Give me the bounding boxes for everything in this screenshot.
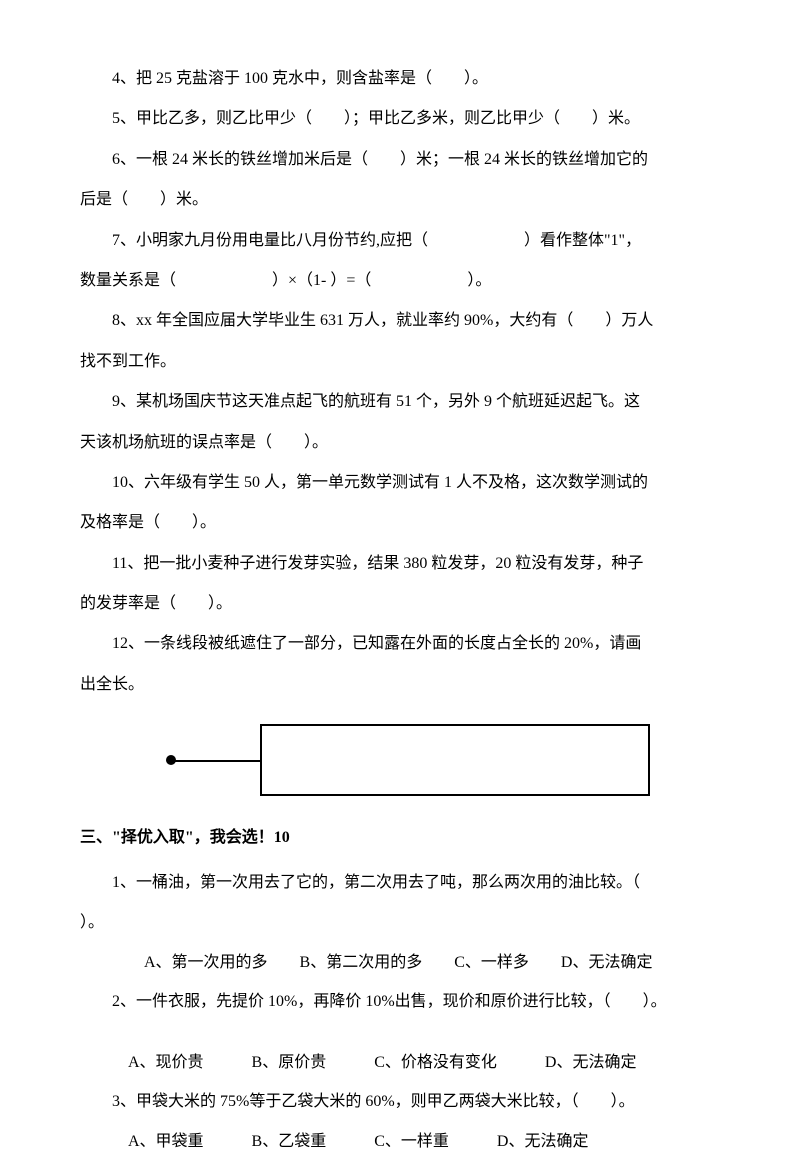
question-6-line2: 后是（ ）米。 bbox=[80, 181, 720, 219]
document-content: 4、把 25 克盐溶于 100 克水中，则含盐率是（ ）。 5、甲比乙多，则乙比… bbox=[80, 60, 720, 1162]
question-9-line1: 9、某机场国庆节这天准点起飞的航班有 51 个，另外 9 个航班延迟起飞。这 bbox=[80, 383, 720, 421]
question-12-line1: 12、一条线段被纸遮住了一部分，已知露在外面的长度占全长的 20%，请画 bbox=[80, 625, 720, 663]
question-5: 5、甲比乙多，则乙比甲少（ ）；甲比乙多米，则乙比甲少（ ）米。 bbox=[80, 100, 720, 138]
question-7-line1: 7、小明家九月份用电量比八月份节约,应把（ ）看作整体"1"， bbox=[80, 222, 720, 260]
question-9-line2: 天该机场航班的误点率是（ ）。 bbox=[80, 424, 720, 462]
section-3-title: 三、"择优入取"，我会选！10 bbox=[80, 819, 720, 857]
question-10-line1: 10、六年级有学生 50 人，第一单元数学测试有 1 人不及格，这次数学测试的 bbox=[80, 464, 720, 502]
exposed-line-segment bbox=[170, 760, 260, 762]
line-segment-diagram bbox=[170, 724, 720, 799]
s3-question-2: 2、一件衣服，先提价 10%，再降价 10%出售，现价和原价进行比较，（ ）。 bbox=[80, 983, 720, 1021]
s3-question-3: 3、甲袋大米的 75%等于乙袋大米的 60%，则甲乙两袋大米比较，（ ）。 bbox=[80, 1083, 720, 1121]
s3-question-2-options: A、现价贵 B、原价贵 C、价格没有变化 D、无法确定 bbox=[80, 1044, 720, 1082]
question-11-line1: 11、把一批小麦种子进行发芽实验，结果 380 粒发芽，20 粒没有发芽，种子 bbox=[80, 545, 720, 583]
question-6-line1: 6、一根 24 米长的铁丝增加米后是（ ）米；一根 24 米长的铁丝增加它的 bbox=[80, 141, 720, 179]
question-8-line1: 8、xx 年全国应届大学毕业生 631 万人，就业率约 90%，大约有（ ）万人 bbox=[80, 302, 720, 340]
s3-question-1-line2: ）。 bbox=[80, 904, 720, 942]
question-8-line2: 找不到工作。 bbox=[80, 343, 720, 381]
question-4: 4、把 25 克盐溶于 100 克水中，则含盐率是（ ）。 bbox=[80, 60, 720, 98]
question-11-line2: 的发芽率是（ ）。 bbox=[80, 585, 720, 623]
question-12-line2: 出全长。 bbox=[80, 666, 720, 704]
s3-question-3-options: A、甲袋重 B、乙袋重 C、一样重 D、无法确定 bbox=[80, 1123, 720, 1161]
question-10-line2: 及格率是（ ）。 bbox=[80, 504, 720, 542]
s3-question-1-line1: 1、一桶油，第一次用去了它的，第二次用去了吨，那么两次用的油比较。（ bbox=[80, 864, 720, 902]
blank-line bbox=[80, 1023, 720, 1042]
question-7-line2: 数量关系是（ ）×（1- ）=（ ）。 bbox=[80, 262, 720, 300]
s3-question-1-options: A、第一次用的多 B、第二次用的多 C、一样多 D、无法确定 bbox=[80, 944, 720, 982]
paper-cover-rectangle bbox=[260, 724, 650, 796]
